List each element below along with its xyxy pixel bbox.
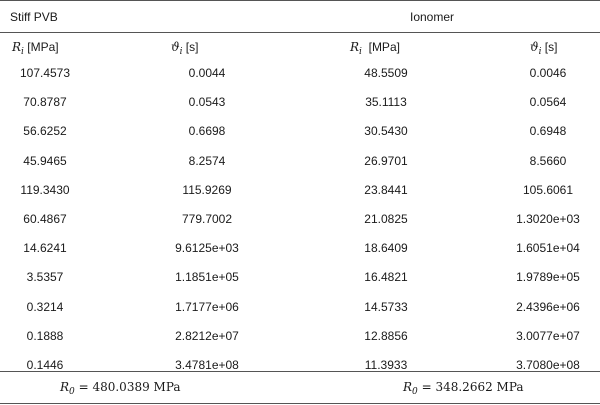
r-unit: [MPa] — [361, 40, 400, 54]
cell-pvb-r: 0.3214 — [26, 300, 64, 314]
footer-rule — [0, 371, 600, 372]
cell-pvb-theta: 3.4781e+08 — [175, 358, 239, 372]
r0-subscript: 0 — [69, 387, 75, 397]
cell-pvb-r: 70.8787 — [23, 95, 67, 109]
cell-ionomer-theta: 3.7080e+08 — [516, 358, 580, 372]
cell-pvb-theta: 1.7177e+06 — [175, 300, 239, 314]
cell-pvb-r: 0.1446 — [26, 358, 64, 372]
cell-ionomer-theta: 1.3020e+03 — [516, 212, 580, 226]
cell-pvb-theta: 8.2574 — [188, 154, 226, 168]
cell-pvb-theta: 9.6125e+03 — [175, 241, 239, 255]
theta-symbol: ϑ — [171, 40, 180, 54]
r-subscript: i — [359, 47, 362, 57]
col-header-pvb-r: Ri [MPa] — [12, 40, 59, 59]
cell-pvb-theta: 115.9269 — [182, 183, 232, 197]
ionomer-r0-value: = 348.2662 MPa — [417, 380, 524, 394]
cell-ionomer-r: 16.4821 — [364, 270, 408, 284]
cell-pvb-theta: 0.0044 — [188, 66, 226, 80]
footer-ionomer-r0: R0 = 348.2662 MPa — [403, 380, 524, 399]
bottom-rule — [0, 403, 600, 404]
cell-ionomer-theta: 105.6061 — [522, 183, 574, 197]
group-header-ionomer: Ionomer — [410, 10, 455, 24]
cell-pvb-r: 3.5357 — [26, 270, 64, 284]
theta-unit: [s] — [182, 40, 199, 54]
footer-pvb-r0: R0 = 480.0389 MPa — [60, 380, 181, 399]
col-header-ionomer-theta: ϑi [s] — [530, 40, 557, 59]
r0-subscript: 0 — [412, 387, 418, 397]
cell-ionomer-r: 35.1113 — [365, 95, 407, 109]
cell-pvb-r: 0.1888 — [26, 329, 64, 343]
r0-symbol: R — [60, 380, 70, 394]
cell-pvb-theta: 0.6698 — [188, 124, 226, 138]
cell-ionomer-theta: 8.5660 — [529, 154, 567, 168]
cell-ionomer-r: 11.3933 — [364, 358, 408, 372]
r-symbol: R — [350, 40, 360, 54]
cell-ionomer-theta: 0.0046 — [529, 66, 567, 80]
cell-ionomer-r: 12.8856 — [364, 329, 408, 343]
cell-pvb-r: 56.6252 — [23, 124, 67, 138]
theta-symbol: ϑ — [530, 40, 539, 54]
r-symbol: R — [12, 40, 22, 54]
cell-pvb-r: 60.4867 — [23, 212, 67, 226]
cell-ionomer-theta: 1.6051e+04 — [516, 241, 580, 255]
cell-pvb-r: 119.3430 — [20, 183, 70, 197]
r0-symbol: R — [403, 380, 413, 394]
cell-ionomer-r: 30.5430 — [364, 124, 408, 138]
theta-subscript: i — [538, 47, 542, 57]
cell-pvb-theta: 0.0543 — [188, 95, 226, 109]
cell-pvb-r: 45.9465 — [23, 154, 67, 168]
group-header-stiff-pvb: Stiff PVB — [10, 10, 58, 24]
cell-pvb-theta: 2.8212e+07 — [175, 329, 239, 343]
cell-ionomer-theta: 2.4396e+06 — [516, 300, 580, 314]
cell-ionomer-r: 26.9701 — [364, 154, 408, 168]
cell-ionomer-theta: 3.0077e+07 — [516, 329, 580, 343]
theta-subscript: i — [179, 47, 183, 57]
cell-ionomer-r: 21.0825 — [364, 212, 408, 226]
r-unit: [MPa] — [23, 40, 59, 54]
cell-ionomer-r: 18.6409 — [364, 241, 408, 255]
cell-pvb-theta: 779.7002 — [181, 212, 233, 226]
cell-pvb-r: 14.6241 — [23, 241, 67, 255]
header-rule — [0, 32, 600, 33]
r-subscript: i — [21, 47, 24, 57]
cell-ionomer-theta: 0.6948 — [529, 124, 567, 138]
pvb-r0-value: = 480.0389 MPa — [74, 380, 181, 394]
cell-ionomer-theta: 1.9789e+05 — [516, 270, 580, 284]
cell-ionomer-r: 48.5509 — [364, 66, 408, 80]
cell-pvb-theta: 1.1851e+05 — [175, 270, 239, 284]
cell-ionomer-r: 14.5733 — [364, 300, 408, 314]
col-header-pvb-theta: ϑi [s] — [171, 40, 198, 59]
top-rule — [0, 0, 600, 1]
col-header-ionomer-r: Ri [MPa] — [350, 40, 400, 59]
cell-ionomer-r: 23.8441 — [364, 183, 408, 197]
theta-unit: [s] — [541, 40, 558, 54]
cell-ionomer-theta: 0.0564 — [529, 95, 567, 109]
cell-pvb-r: 107.4573 — [19, 66, 71, 80]
